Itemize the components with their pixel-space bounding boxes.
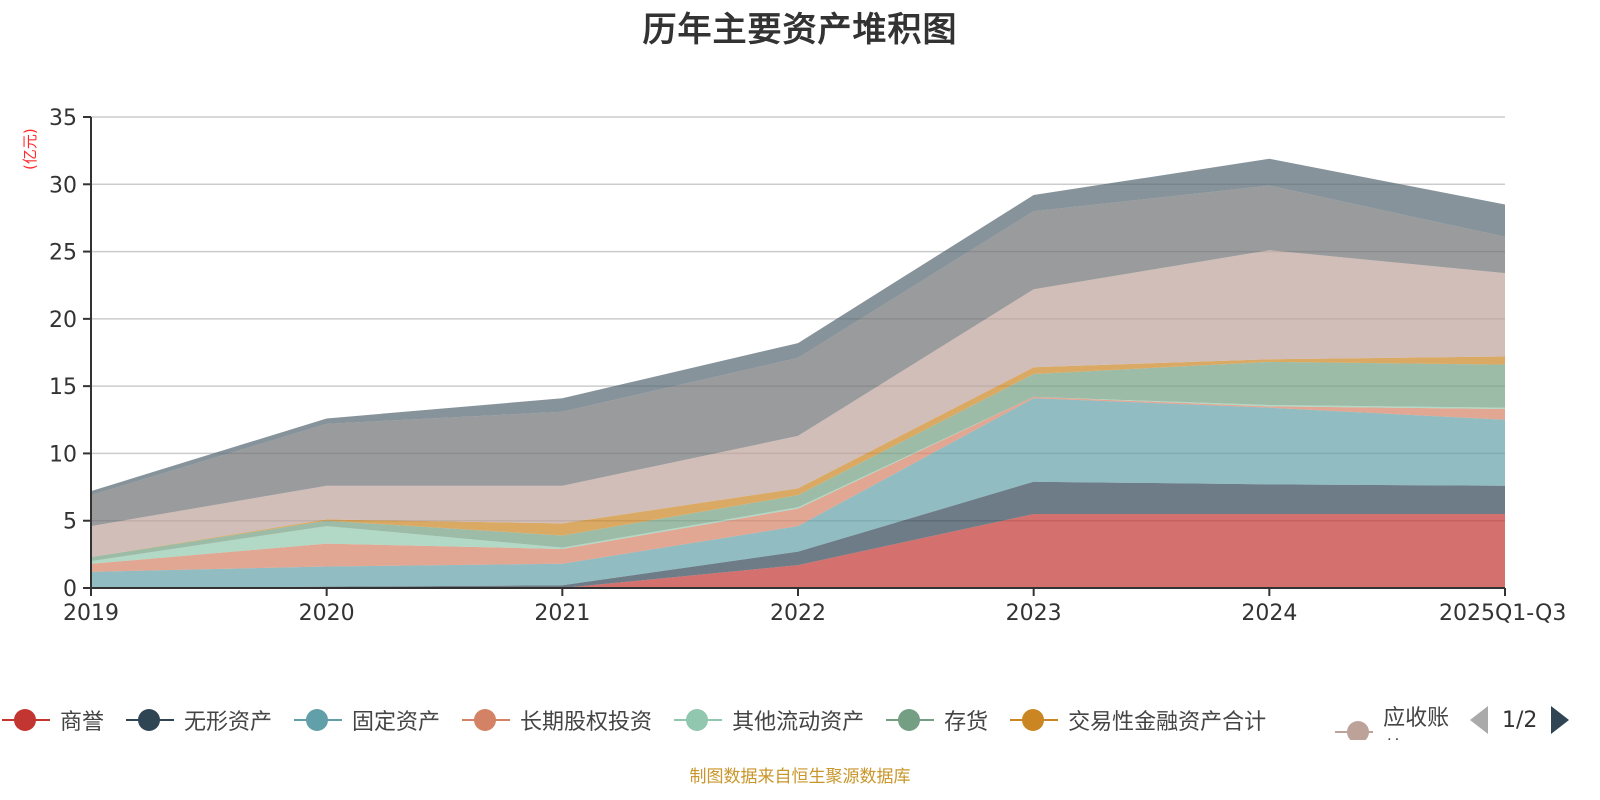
legend-marker-icon [1010, 708, 1059, 732]
legend-prev-page-icon[interactable] [1470, 706, 1488, 734]
legend-pager: 1/2 [1470, 703, 1570, 737]
legend-label: 应收账款 [1383, 706, 1450, 740]
legend-item[interactable]: 存货 [886, 704, 988, 736]
legend-label: 无形资产 [184, 710, 273, 735]
y-tick-label: 10 [49, 442, 77, 467]
legend-marker-icon [294, 708, 343, 732]
legend-item[interactable]: 固定资产 [294, 704, 440, 736]
legend-item[interactable]: 无形资产 [126, 704, 272, 736]
legend-label: 固定资产 [352, 710, 441, 735]
legend-marker-icon [1335, 720, 1374, 740]
legend-item[interactable]: 交易性金融资产合计 [1010, 704, 1266, 736]
legend-item[interactable]: 长期股权投资 [462, 704, 652, 736]
legend-marker-icon [674, 708, 723, 732]
legend-marker-icon [462, 708, 511, 732]
area-存货 [91, 361, 1505, 562]
y-tick-label: 5 [63, 510, 77, 535]
y-tick-label: 35 [49, 106, 77, 131]
area-其他流动资产 [91, 396, 1505, 564]
data-source-note: 制图数据来自恒生聚源数据库 [689, 767, 911, 787]
legend-label: 其他流动资产 [732, 710, 865, 735]
chart-title: 历年主要资产堆积图 [642, 10, 958, 50]
area-series-10 [91, 158, 1505, 496]
y-tick-label: 0 [63, 577, 77, 602]
x-tick-label: 2019 [63, 601, 119, 626]
area-固定资产 [91, 398, 1505, 588]
legend: 商誉 无形资产 固定资产 长期股权投资 其他流动资产 存货 交易性金融资产合计 [0, 700, 1600, 740]
stacked-area-chart: 0 5 10 15 20 25 30 35 2019 2020 2021 2022 2023 2024 20… [49, 106, 1566, 626]
legend-marker-icon [886, 708, 935, 732]
legend-label: 商誉 [60, 710, 105, 735]
x-tick-label: 2023 [1006, 601, 1062, 626]
legend-item[interactable]: 其他流动资产 [674, 704, 864, 736]
area-应收账款 [91, 250, 1505, 558]
area-无形资产 [91, 481, 1505, 588]
y-tick-label: 15 [49, 375, 77, 400]
x-tick-label: 2025Q1-Q3 [1439, 601, 1566, 626]
area-series-9 [91, 185, 1505, 527]
x-tick-label: 2024 [1241, 601, 1297, 626]
x-tick-label: 2022 [770, 601, 826, 626]
legend-label: 交易性金融资产合计 [1068, 710, 1267, 735]
area-商誉 [91, 513, 1505, 588]
legend-page-indicator: 1/2 [1502, 707, 1538, 733]
legend-item-truncated[interactable]: 应收账款 [1335, 700, 1453, 740]
area-长期股权投资 [91, 396, 1505, 572]
x-tick-label: 2020 [299, 601, 355, 626]
y-tick-label: 30 [49, 173, 77, 198]
y-tick-label: 20 [49, 308, 77, 333]
legend-label: 长期股权投资 [520, 710, 653, 735]
x-tick-label: 2021 [534, 601, 590, 626]
legend-marker-icon [2, 708, 50, 732]
legend-next-page-icon[interactable] [1551, 706, 1570, 734]
legend-marker-icon [126, 708, 175, 732]
legend-label: 存货 [944, 710, 989, 735]
y-tick-label: 25 [49, 241, 77, 266]
legend-item[interactable]: 商誉 [2, 704, 104, 736]
